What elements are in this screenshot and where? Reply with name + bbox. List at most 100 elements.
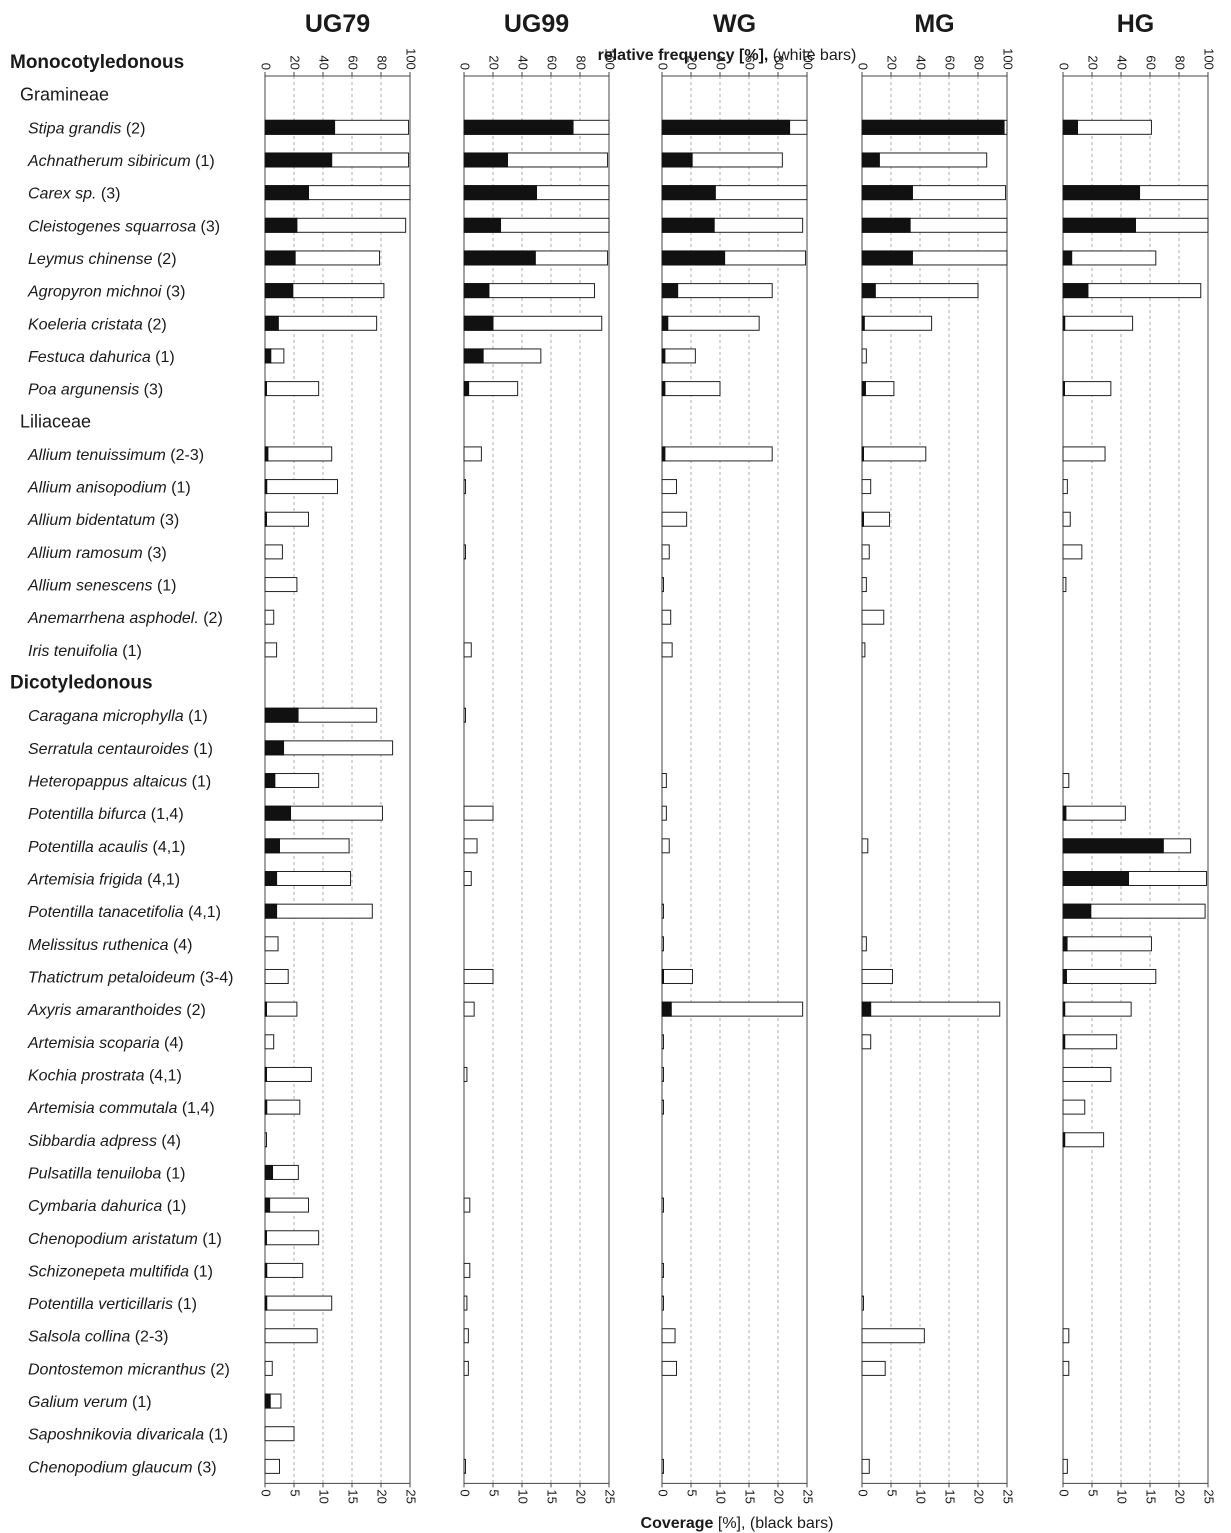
species-code: (1) (173, 1296, 197, 1313)
species-name: Leymus chinense (28, 251, 153, 268)
coverage-bar (265, 708, 298, 722)
panel-title: UG79 (305, 10, 370, 38)
frequency-bar (862, 447, 926, 461)
frequency-tick-label: 0 (259, 63, 274, 70)
species-code: (1) (189, 741, 213, 758)
frequency-bar (662, 480, 677, 494)
frequency-bar (265, 545, 282, 559)
frequency-bar (662, 1067, 664, 1081)
species-label: Carex sp. (3) (28, 186, 120, 203)
frequency-bar (662, 1263, 664, 1277)
species-name: Allium senescens (27, 578, 153, 595)
frequency-bar (464, 1002, 474, 1016)
coverage-bar (265, 1165, 273, 1179)
frequency-tick-label: 80 (574, 55, 589, 69)
frequency-bar (265, 643, 277, 657)
coverage-bar (862, 284, 875, 298)
frequency-bar (1063, 1361, 1069, 1375)
coverage-tick-label: 20 (375, 1489, 390, 1503)
coverage-bar (265, 382, 267, 396)
coverage-tick-label: 20 (1173, 1489, 1188, 1503)
coverage-tick-label: 5 (1086, 1489, 1101, 1496)
species-code: (2) (199, 610, 223, 627)
coverage-bar (1063, 1133, 1065, 1147)
species-name: Galium verum (28, 1394, 128, 1411)
species-name: Artemisia scoparia (27, 1035, 160, 1052)
species-label: Cleistogenes squarrosa (3) (28, 218, 220, 235)
species-name: Achnatherum sibiricum (27, 153, 191, 170)
frequency-bar (1063, 578, 1066, 592)
species-name: Kochia prostrata (28, 1067, 145, 1084)
group-label: Gramineae (20, 85, 109, 105)
panel-wg: WG0 20 40 60 80 1000 5 10 15 20 25 (656, 10, 816, 1504)
coverage-bar (862, 382, 865, 396)
coverage-bar (862, 120, 1004, 134)
frequency-bar (662, 1198, 664, 1212)
frequency-tick-label: 60 (1144, 55, 1159, 69)
species-code: (3) (196, 218, 220, 235)
species-label: Potentilla bifurca (1,4) (28, 806, 184, 823)
coverage-bar (265, 839, 280, 853)
frequency-bar (662, 447, 772, 461)
frequency-tick-label: 60 (743, 55, 758, 69)
frequency-bar (464, 872, 471, 886)
group-label: Monocotyledonous (10, 52, 184, 73)
coverage-bar (464, 153, 508, 167)
coverage-bar (862, 1002, 871, 1016)
species-code: (2) (143, 316, 167, 333)
coverage-bar (662, 120, 790, 134)
coverage-tick-label: 15 (743, 1489, 758, 1503)
coverage-bar (862, 153, 879, 167)
species-name: Schizonepeta multifida (28, 1263, 189, 1280)
frequency-bar (464, 1361, 468, 1375)
species-code: (4) (160, 1035, 184, 1052)
coverage-bar (265, 741, 284, 755)
site-panels: UG790 20 40 60 80 1000 5 10 15 20 25UG990 20 40 60 80 1… (259, 10, 1217, 1504)
coverage-bar (265, 1198, 270, 1212)
coverage-bar (265, 120, 335, 134)
coverage-tick-label: 0 (458, 1489, 473, 1496)
frequency-tick-label: 60 (545, 55, 560, 69)
species-name: Anemarrhena asphodel. (27, 610, 199, 627)
frequency-bar (862, 480, 871, 494)
frequency-bar (662, 578, 664, 592)
species-name: Iris tenuifolia (28, 643, 118, 660)
frequency-bar (1063, 1067, 1111, 1081)
species-label: Allium bidentatum (3) (27, 512, 179, 529)
coverage-bar (662, 349, 665, 363)
coverage-bar (862, 447, 864, 461)
frequency-bar (662, 610, 671, 624)
coverage-bar (464, 349, 483, 363)
frequency-bar (464, 969, 493, 983)
species-name: Festuca dahurica (28, 349, 151, 366)
coverage-bar (1063, 120, 1078, 134)
frequency-bar (662, 839, 669, 853)
frequency-bar (662, 316, 759, 330)
coverage-tick-label: 25 (1202, 1489, 1217, 1503)
frequency-bar (1063, 937, 1151, 951)
frequency-bar (662, 1296, 664, 1310)
coverage-bar (464, 382, 469, 396)
coverage-bar (1063, 839, 1163, 853)
panel-ug79: UG79 0 20 40 60 80 100 0 5 10 15 20 25 (259, 10, 419, 1504)
frequency-bar (662, 1361, 677, 1375)
frequency-bar (862, 153, 987, 167)
frequency-tick-label: 20 (1086, 55, 1101, 69)
species-name: Poa argunensis (28, 382, 139, 399)
coverage-bar (265, 1002, 267, 1016)
coverage-bar (265, 1100, 267, 1114)
species-code: (3) (143, 545, 167, 562)
species-name: Sibbardia adpress (28, 1133, 157, 1150)
coverage-bar (265, 218, 297, 232)
coverage-bar (265, 186, 309, 200)
species-label: Saposhnikovia divaricala (1) (28, 1427, 228, 1444)
frequency-bar (265, 1133, 267, 1147)
species-name: Allium bidentatum (27, 512, 155, 529)
coverage-bar (265, 774, 275, 788)
frequency-bar (265, 937, 278, 951)
species-code: (1) (118, 643, 142, 660)
species-code: (3) (193, 1459, 217, 1476)
coverage-bar (1063, 186, 1140, 200)
species-label: Sibbardia adpress (4) (28, 1133, 181, 1150)
